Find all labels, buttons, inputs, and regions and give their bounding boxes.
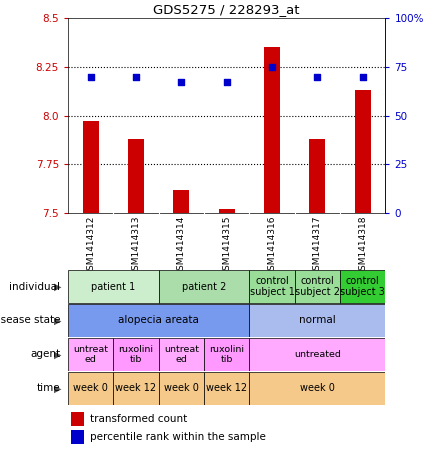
Text: patient 2: patient 2 <box>182 281 226 292</box>
Point <box>359 73 366 80</box>
Point <box>268 63 276 70</box>
Text: individual: individual <box>9 281 60 292</box>
Point <box>132 73 139 80</box>
Bar <box>355 90 371 213</box>
Point <box>314 73 321 80</box>
Text: GSM1414315: GSM1414315 <box>222 216 231 276</box>
Bar <box>68 304 249 337</box>
Text: untreated: untreated <box>294 350 341 359</box>
Bar <box>83 121 99 213</box>
Point <box>87 73 94 80</box>
Bar <box>68 372 113 405</box>
Text: transformed count: transformed count <box>90 414 187 424</box>
Bar <box>264 48 280 213</box>
Text: GSM1414313: GSM1414313 <box>131 216 141 276</box>
Text: ▶: ▶ <box>54 281 61 292</box>
Bar <box>113 372 159 405</box>
Text: ruxolini
tib: ruxolini tib <box>209 345 244 364</box>
Text: GSM1414314: GSM1414314 <box>177 216 186 276</box>
Text: GSM1414318: GSM1414318 <box>358 216 367 276</box>
Text: disease state: disease state <box>0 315 60 326</box>
Bar <box>159 270 249 303</box>
Bar <box>159 338 204 371</box>
Bar <box>71 430 84 444</box>
Bar <box>173 189 189 213</box>
Bar <box>159 372 204 405</box>
Text: week 0: week 0 <box>164 383 199 394</box>
Text: time: time <box>36 383 60 394</box>
Bar <box>204 372 249 405</box>
Text: GSM1414316: GSM1414316 <box>268 216 276 276</box>
Bar <box>249 304 385 337</box>
Text: week 12: week 12 <box>206 383 247 394</box>
Bar <box>249 372 385 405</box>
Bar <box>310 139 325 213</box>
Text: percentile rank within the sample: percentile rank within the sample <box>90 433 266 443</box>
Text: agent: agent <box>30 349 60 360</box>
Bar <box>71 412 84 426</box>
Text: control
subject 3: control subject 3 <box>340 276 385 297</box>
Bar <box>249 338 385 371</box>
Text: GSM1414312: GSM1414312 <box>86 216 95 276</box>
Bar <box>68 338 113 371</box>
Text: ▶: ▶ <box>54 349 61 360</box>
Bar <box>68 270 159 303</box>
Text: GSM1414317: GSM1414317 <box>313 216 322 276</box>
Bar <box>249 270 295 303</box>
Bar <box>295 270 340 303</box>
Title: GDS5275 / 228293_at: GDS5275 / 228293_at <box>153 3 300 15</box>
Text: untreat
ed: untreat ed <box>73 345 108 364</box>
Text: alopecia areata: alopecia areata <box>118 315 199 326</box>
Text: normal: normal <box>299 315 336 326</box>
Bar <box>340 270 385 303</box>
Text: week 12: week 12 <box>115 383 156 394</box>
Bar <box>128 139 144 213</box>
Text: untreat
ed: untreat ed <box>164 345 199 364</box>
Text: ▶: ▶ <box>54 315 61 326</box>
Text: week 0: week 0 <box>73 383 108 394</box>
Text: week 0: week 0 <box>300 383 335 394</box>
Bar <box>219 209 235 213</box>
Point <box>178 79 185 86</box>
Point <box>223 79 230 86</box>
Text: control
subject 1: control subject 1 <box>250 276 294 297</box>
Text: control
subject 2: control subject 2 <box>295 276 340 297</box>
Bar <box>113 338 159 371</box>
Text: ▶: ▶ <box>54 383 61 394</box>
Text: ruxolini
tib: ruxolini tib <box>118 345 153 364</box>
Bar <box>204 338 249 371</box>
Text: patient 1: patient 1 <box>91 281 135 292</box>
